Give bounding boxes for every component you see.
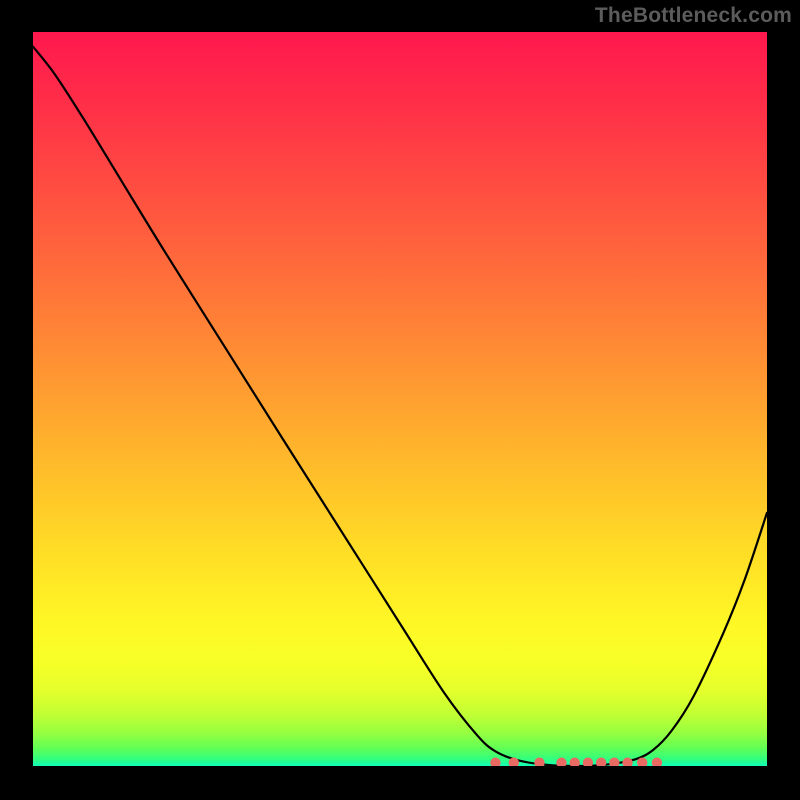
plot-area — [33, 32, 767, 766]
watermark-text: TheBottleneck.com — [595, 4, 792, 28]
chart-root: TheBottleneck.com — [0, 0, 800, 800]
plot-background — [33, 32, 767, 766]
